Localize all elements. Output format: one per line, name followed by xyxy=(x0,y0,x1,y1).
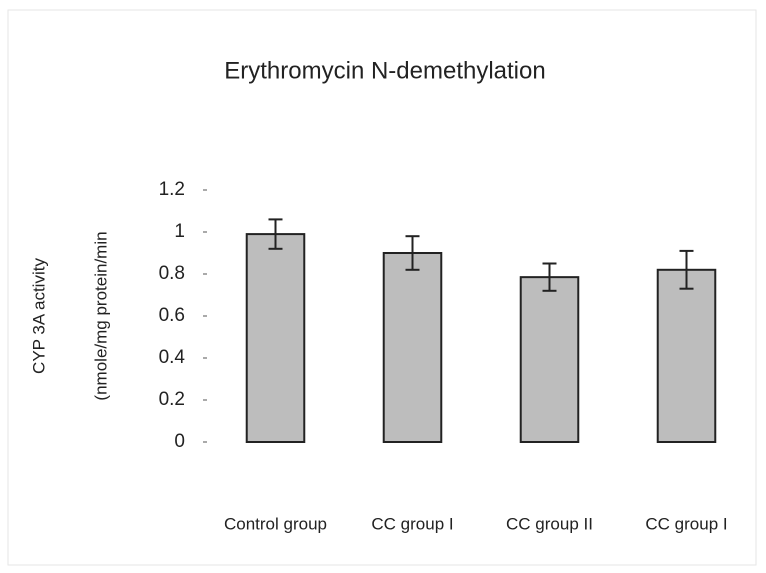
error-bar xyxy=(268,218,283,250)
x-tick-label: Control group xyxy=(224,514,327,533)
bar xyxy=(382,252,443,443)
x-tick-label: CC group II xyxy=(506,514,593,533)
y-tick-label: 0 xyxy=(174,431,185,452)
chart-frame xyxy=(7,9,757,566)
x-tick-label: CC group I xyxy=(645,514,727,533)
error-bar xyxy=(542,262,557,292)
y-tick-label: 1.2 xyxy=(159,179,185,200)
error-bar xyxy=(405,235,420,271)
y-tick-label: 0.6 xyxy=(159,305,185,326)
y-axis-label: CYP 3A activity xyxy=(29,258,48,374)
y-tick-label: 0.2 xyxy=(159,389,185,410)
bar xyxy=(519,276,580,443)
error-bar xyxy=(679,249,694,290)
y-axis-label: (nmole/mg protein/min xyxy=(91,231,110,400)
y-tick-label: 1 xyxy=(174,221,185,242)
bar xyxy=(245,233,306,443)
y-tick-label: 0.8 xyxy=(159,263,185,284)
x-tick-label: CC group I xyxy=(371,514,453,533)
y-tick-label: 0.4 xyxy=(159,347,186,368)
chart-title: Erythromycin N-demethylation xyxy=(224,57,545,84)
bar xyxy=(656,268,717,443)
